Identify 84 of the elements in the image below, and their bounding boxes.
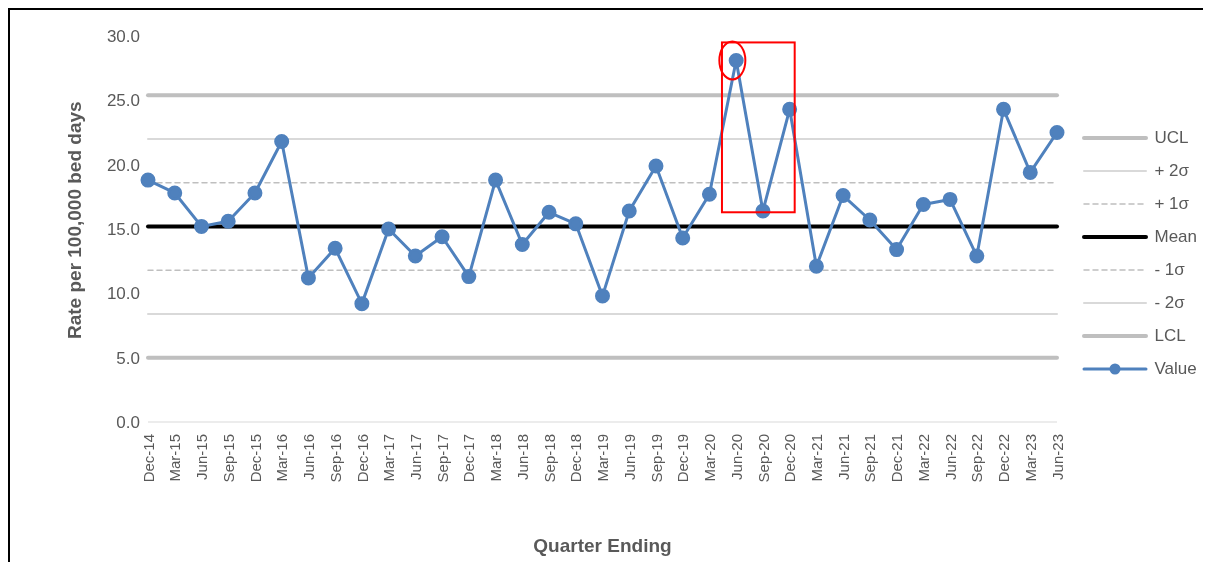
point [595,288,610,304]
legend-label: + 2σ [1154,161,1190,181]
point [996,101,1012,117]
x-tick-label: Mar-19 [594,434,612,482]
x-tick-label: Dec-19 [674,434,692,483]
y-tick-label: 15.0 [106,220,140,240]
legend-label: Value [1154,359,1197,379]
x-tick-label: Sep-16 [326,434,344,483]
point [969,248,985,264]
legend-label: UCL [1154,128,1189,148]
legend-label: + 1σ [1154,194,1190,214]
point [835,188,851,204]
x-axis-title: Quarter Ending [533,535,672,556]
x-tick-label: Sep-18 [540,434,558,483]
x-tick-label: Dec-22 [995,434,1013,483]
point [942,191,958,207]
point [889,242,905,258]
point [915,197,931,213]
x-tick-label: Jun-15 [193,434,211,480]
point [648,158,664,174]
point [247,185,263,201]
x-tick-label: Jun-18 [513,434,531,480]
y-tick-label: 25.0 [106,91,140,111]
x-tick-label: Mar-17 [380,434,398,482]
point [327,240,343,256]
point [220,213,236,229]
y-tick-label: 0.0 [116,413,140,433]
point [568,216,584,232]
legend-label: - 1σ [1154,260,1185,280]
legend-label: LCL [1154,326,1186,346]
point [300,270,316,286]
point [354,296,370,312]
x-tick-label: Mar-23 [1021,434,1039,482]
x-tick-label: Sep-15 [219,434,237,483]
x-tick-label: Jun-17 [407,434,424,480]
x-tick-label: Dec-15 [246,434,264,483]
y-tick-label: 30.0 [106,27,140,47]
x-tick-label: Mar-15 [166,434,184,482]
x-tick-label: Dec-16 [353,434,371,483]
y-tick-label: 5.0 [116,348,140,368]
x-tick-label: Jun-20 [727,434,745,480]
point [862,212,878,228]
point [514,236,530,252]
x-tick-label: Sep-22 [968,434,986,483]
x-tick-label: Sep-19 [647,434,665,483]
x-tick-label: Jun-21 [834,434,852,480]
point [407,248,423,264]
x-tick-label: Jun-19 [620,434,638,480]
point [621,203,637,219]
x-tick-label: Mar-18 [487,434,505,482]
x-tick-label: Mar-16 [273,434,291,482]
x-tick-label: Dec-14 [139,434,157,483]
point [808,258,824,274]
point [541,204,557,220]
point [1022,164,1038,180]
point [434,229,450,245]
point [274,134,290,150]
point [675,230,691,246]
x-tick-label: Jun-16 [300,434,318,480]
x-tick-label: Jun-22 [941,434,959,480]
x-tick-label: Mar-21 [808,434,826,482]
point [193,218,209,234]
point [167,185,183,201]
x-tick-label: Dec-20 [781,434,799,483]
point [488,172,504,188]
y-tick-label: 20.0 [106,155,140,175]
point [461,269,477,285]
y-axis-title: Rate per 100,000 bed days [63,101,85,339]
x-tick-label: Sep-20 [754,434,772,483]
x-tick-label: Dec-21 [888,434,906,483]
x-tick-label: Dec-17 [460,434,478,483]
point [1049,125,1065,140]
x-tick-label: Sep-21 [861,434,879,483]
point [140,172,156,188]
point [381,221,397,237]
x-tick-label: Sep-17 [433,434,451,483]
x-tick-label: Mar-20 [701,434,719,482]
x-tick-label: Jun-23 [1048,434,1066,480]
point [701,186,717,202]
legend-label: Mean [1154,227,1197,247]
x-tick-label: Dec-18 [567,434,585,483]
x-tick-label: Mar-22 [914,434,932,482]
y-tick-label: 10.0 [106,284,140,304]
legend-label: - 2σ [1154,293,1185,313]
